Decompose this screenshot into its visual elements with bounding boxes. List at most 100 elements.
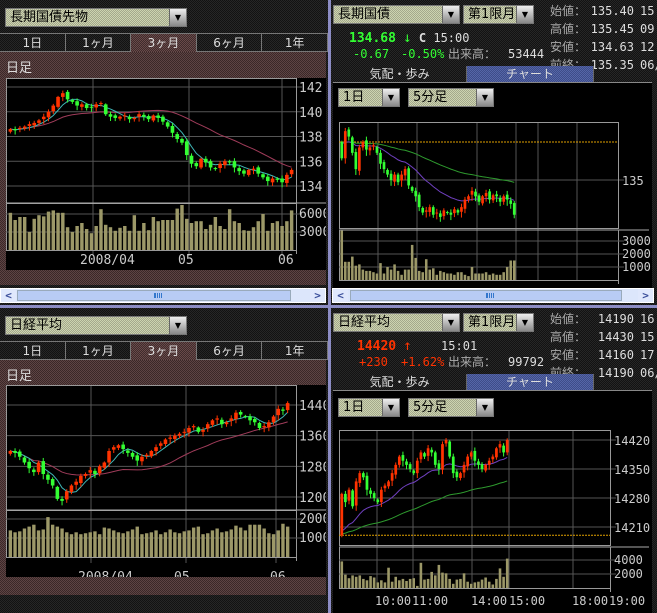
scrollbar-thumb[interactable] bbox=[350, 290, 622, 301]
volume-bar bbox=[65, 532, 69, 557]
candle-body bbox=[407, 168, 410, 186]
scroll-left-icon[interactable]: < bbox=[333, 289, 348, 302]
scroll-left-icon[interactable]: < bbox=[1, 289, 16, 302]
volume-bar bbox=[251, 227, 256, 250]
candle-body bbox=[220, 419, 224, 425]
volume-bar bbox=[433, 575, 437, 588]
candle-body bbox=[140, 456, 144, 462]
x-axis-label: 10:00 bbox=[375, 594, 411, 608]
tab-quotes[interactable]: 気配・歩み bbox=[333, 374, 467, 391]
tab-3months[interactable]: 3ヶ月 bbox=[131, 34, 197, 52]
chevron-down-icon[interactable]: ▼ bbox=[169, 9, 186, 26]
volume-bar bbox=[229, 529, 233, 557]
instrument-select[interactable]: 日経平均 ▼ bbox=[333, 313, 460, 332]
scroll-right-icon[interactable]: > bbox=[638, 289, 653, 302]
candle-body bbox=[149, 451, 154, 457]
chevron-down-icon[interactable]: ▼ bbox=[516, 314, 533, 331]
volume-bar bbox=[256, 221, 260, 250]
candle-body bbox=[102, 462, 107, 468]
interval-select[interactable]: 5分足 ▼ bbox=[408, 398, 494, 417]
price-tick-label: 134 bbox=[299, 180, 323, 195]
volume-bar bbox=[79, 534, 83, 557]
tab-3months[interactable]: 3ヶ月 bbox=[131, 342, 197, 360]
instrument-select[interactable]: 長期国債 ▼ bbox=[333, 5, 460, 24]
candle-body bbox=[372, 493, 376, 498]
candle-body bbox=[365, 475, 369, 490]
volume-bar bbox=[232, 221, 237, 250]
instrument-select[interactable]: 長期国債先物 ▼ bbox=[5, 8, 187, 27]
horizontal-scrollbar[interactable]: < > bbox=[0, 288, 326, 303]
volume-bar bbox=[453, 274, 456, 280]
volume-bar bbox=[173, 532, 177, 557]
tab-1month[interactable]: 1ヶ月 bbox=[65, 342, 132, 360]
tab-6months[interactable]: 6ヶ月 bbox=[196, 342, 263, 360]
volume-bar bbox=[455, 579, 459, 588]
volume-bar bbox=[41, 529, 45, 557]
scrollbar-thumb[interactable] bbox=[17, 290, 291, 301]
tab-quotes[interactable]: 気配・歩み bbox=[333, 66, 467, 83]
tab-1day[interactable]: 1日 bbox=[0, 342, 66, 360]
candle-body bbox=[69, 485, 74, 492]
tab-chart[interactable]: チャート bbox=[467, 66, 594, 83]
volume-bar bbox=[113, 230, 117, 250]
price-tick-label: 142 bbox=[299, 81, 322, 96]
scroll-right-icon[interactable]: > bbox=[310, 289, 325, 302]
candle-body bbox=[130, 452, 135, 457]
tab-6months[interactable]: 6ヶ月 bbox=[196, 34, 263, 52]
period-tabs: 1日 1ヶ月 3ヶ月 6ヶ月 1年 bbox=[0, 33, 328, 52]
volume-bar bbox=[365, 580, 369, 588]
candle-body bbox=[480, 464, 484, 469]
tab-chart[interactable]: チャート bbox=[467, 374, 594, 391]
contract-month-select[interactable]: 第1限月 ▼ bbox=[463, 313, 534, 332]
volume-bar bbox=[462, 573, 466, 588]
chevron-down-icon[interactable]: ▼ bbox=[476, 399, 493, 416]
candle-body bbox=[32, 469, 36, 473]
horizontal-scrollbar[interactable]: < > bbox=[332, 288, 654, 303]
interval-select[interactable]: 5分足 ▼ bbox=[408, 88, 494, 107]
volume-bar bbox=[467, 276, 470, 280]
volume-bar bbox=[8, 530, 13, 557]
instrument-select[interactable]: 日経平均 ▼ bbox=[5, 316, 187, 335]
candle-body bbox=[446, 212, 449, 214]
volume-bar bbox=[460, 272, 463, 280]
price-tick-label: 14350 bbox=[614, 463, 650, 477]
tab-1year[interactable]: 1年 bbox=[262, 342, 328, 360]
volume-bar bbox=[477, 273, 481, 280]
candle-body bbox=[433, 452, 437, 465]
tab-1year[interactable]: 1年 bbox=[262, 34, 328, 52]
tab-1day[interactable]: 1日 bbox=[0, 34, 66, 52]
chevron-down-icon[interactable]: ▼ bbox=[516, 6, 533, 23]
chevron-down-icon[interactable]: ▼ bbox=[476, 89, 493, 106]
candle-body bbox=[36, 462, 41, 473]
candle-body bbox=[121, 444, 125, 450]
tab-1month[interactable]: 1ヶ月 bbox=[65, 34, 132, 52]
contract-month-select[interactable]: 第1限月 ▼ bbox=[463, 5, 534, 24]
volume-bar bbox=[267, 533, 271, 557]
period-select[interactable]: 1日 ▼ bbox=[338, 398, 400, 417]
volume-bar bbox=[439, 270, 442, 280]
chevron-down-icon[interactable]: ▼ bbox=[382, 399, 399, 416]
candle-body bbox=[491, 456, 495, 460]
price-tick-label: 140 bbox=[299, 106, 322, 121]
volume-bar bbox=[403, 269, 407, 280]
candle-body bbox=[261, 174, 265, 178]
chevron-down-icon[interactable]: ▼ bbox=[169, 317, 186, 334]
candle-body bbox=[8, 451, 13, 454]
candle-body bbox=[74, 481, 78, 485]
last-time: 15:01 bbox=[441, 339, 478, 353]
volume-bar bbox=[424, 259, 428, 280]
volume-bar bbox=[27, 232, 32, 250]
chevron-down-icon[interactable]: ▼ bbox=[382, 89, 399, 106]
grip-icon bbox=[486, 293, 494, 298]
volume-bar bbox=[498, 568, 502, 588]
chevron-down-icon[interactable]: ▼ bbox=[442, 6, 459, 23]
candle-body bbox=[137, 114, 141, 117]
volume-bar bbox=[276, 530, 280, 557]
chevron-down-icon[interactable]: ▼ bbox=[442, 314, 459, 331]
volume-bar bbox=[165, 220, 170, 250]
candle-body bbox=[412, 470, 416, 474]
period-select[interactable]: 1日 ▼ bbox=[338, 88, 400, 107]
volume-bar bbox=[149, 532, 154, 557]
candle-body bbox=[111, 447, 116, 450]
